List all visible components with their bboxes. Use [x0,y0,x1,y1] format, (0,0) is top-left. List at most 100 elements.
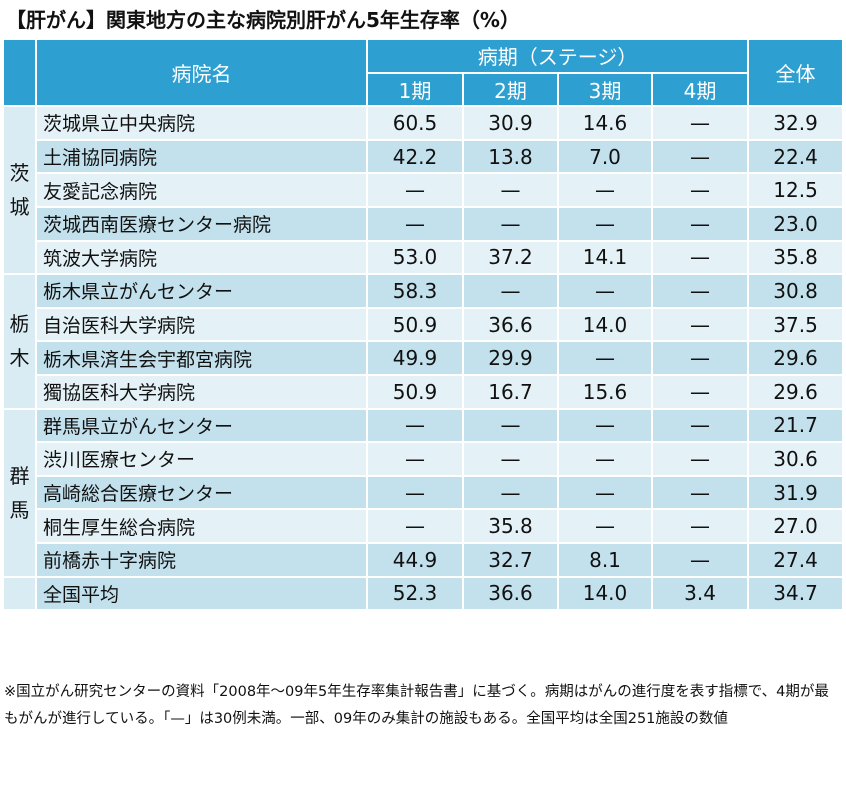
hospital-name: 土浦協同病院 [35,138,368,175]
total-value: 21.7 [747,407,845,444]
total-value: 29.6 [747,340,845,376]
stage-1-value: 60.5 [366,105,464,141]
stage-1-value: — [366,172,464,208]
table-row: 筑波大学病院 53.0 37.2 14.1—35.8 [3,239,845,276]
stage-4-value: — [650,541,750,578]
header-stage-4: 4期 [650,71,750,108]
total-value: 12.5 [747,172,845,208]
stage-4-value: — [650,105,750,141]
prefecture-char: 木 [9,346,30,371]
stage-2-value: — [462,441,559,477]
total-value: 30.8 [747,273,845,309]
stage-4-value: — [650,407,750,444]
prefecture-char: 群 [9,463,30,488]
stage-3-value: 15.6 [557,373,653,410]
stage-3-value: 8.1 [557,541,653,578]
national-average-label: 全国平均 [35,575,368,612]
page-title: 【肝がん】関東地方の主な病院別肝がん5年生存率（%） [6,8,520,32]
stage-2-value: 32.7 [462,541,559,578]
stage-2-value: 35.8 [462,508,559,544]
stage-4-value: — [650,340,750,376]
stage-2-value: — [462,273,559,309]
national-total-value: 34.7 [747,575,845,612]
national-stage-1-value: 52.3 [366,575,464,612]
table-row: 前橋赤十字病院 44.9 32.7 8.1—27.4 [3,541,845,578]
hospital-name: 栃木県立がんセンター [35,273,368,309]
stage-3-value: — [557,273,653,309]
stage-3-value: — [557,205,653,242]
hospital-name: 筑波大学病院 [35,239,368,276]
footnote: ※国立がん研究センターの資料「2008年～09年5年生存率集計報告書」に基づく。… [4,684,829,727]
hospital-name: 茨城県立中央病院 [35,105,368,141]
stage-1-value: — [366,508,464,544]
total-value: 29.6 [747,373,845,410]
prefecture-char: 茨 [9,161,30,186]
prefecture-char: 馬 [9,497,30,522]
hospital-name: 群馬県立がんセンター [35,407,368,444]
header-stage-2: 2期 [462,71,559,108]
table-row: 桐生厚生総合病院 —35.8— —27.0 [3,508,845,544]
stage-2-value: 29.9 [462,340,559,376]
stage-1-value: — [366,205,464,242]
table-row: 土浦協同病院 42.2 13.8 7.0—22.4 [3,138,845,175]
hospital-name: 獨協医科大学病院 [35,373,368,410]
stage-2-value: 16.7 [462,373,559,410]
stage-4-value: — [650,172,750,208]
table-row: 友愛記念病院 — — — —12.5 [3,172,845,208]
stage-1-value: — [366,474,464,511]
hospital-name: 友愛記念病院 [35,172,368,208]
stage-4-value: — [650,273,750,309]
stage-3-value: — [557,508,653,544]
stage-3-value: 14.6 [557,105,653,141]
table-row: 渋川医療センター — — — —30.6 [3,441,845,477]
total-value: 22.4 [747,138,845,175]
stage-1-value: 50.9 [366,373,464,410]
prefecture-label: 茨城 [2,105,37,276]
total-value: 23.0 [747,205,845,242]
national-stage-4-value: 3.4 [650,575,750,612]
table-row: 群馬群馬県立がんセンター — — — —21.7 [2,407,845,578]
total-value: 30.6 [747,441,845,477]
prefecture-char: 城 [9,195,30,220]
total-value: 37.5 [747,306,845,343]
stage-3-value: 14.0 [557,306,653,343]
header-hospital: 病院名 [35,37,368,108]
stage-1-value: 42.2 [366,138,464,175]
table-row: 栃木県済生会宇都宮病院 49.9 29.9— —29.6 [3,340,845,376]
national-stage-3-value: 14.0 [557,575,653,612]
stage-1-value: 49.9 [366,340,464,376]
hospital-name: 桐生厚生総合病院 [35,508,368,544]
prefecture-label: 栃木 [2,273,37,410]
prefecture-label: 群馬 [2,407,37,578]
total-value: 35.8 [747,239,845,276]
table-row: 茨城西南医療センター病院 — — — —23.0 [3,205,845,242]
stage-4-value: — [650,239,750,276]
table-row: 獨協医科大学病院 50.9 16.7 15.6—29.6 [3,373,845,410]
stage-4-value: — [650,508,750,544]
table-row: 茨城茨城県立中央病院 60.5 30.9 14.6—32.9 [2,105,845,276]
stage-3-value: — [557,172,653,208]
stage-4-value: — [650,441,750,477]
table-body: 茨城茨城県立中央病院 60.5 30.9 14.6—32.9 土浦協同病院 42.2 13.… [2,105,845,612]
national-stage-2-value: 36.6 [462,575,559,612]
hospital-name: 栃木県済生会宇都宮病院 [35,340,368,376]
stage-4-value: — [650,306,750,343]
hospital-name: 自治医科大学病院 [35,306,368,343]
national-average-row: 全国平均 52.3 36.6 14.0 3.4 34.7 [2,575,845,612]
total-value: 32.9 [747,105,845,141]
stage-3-value: — [557,407,653,444]
stage-4-value: — [650,474,750,511]
survival-rate-table: 病院名 病期（ステージ） 全体 1期 2期 3期 4期 茨城茨城県立中央病院 60… [2,37,845,612]
stage-1-value: 58.3 [366,273,464,309]
hospital-name: 茨城西南医療センター病院 [35,205,368,242]
stage-2-value: — [462,205,559,242]
stage-4-value: — [650,205,750,242]
prefecture-char: 栃 [9,312,30,337]
stage-2-value: 13.8 [462,138,559,175]
stage-1-value: 50.9 [366,306,464,343]
table-row: 自治医科大学病院 50.9 36.6 14.0—37.5 [3,306,845,343]
stage-1-value: — [366,407,464,444]
hospital-name: 高崎総合医療センター [35,474,368,511]
stage-3-value: — [557,340,653,376]
header-total: 全体 [747,37,845,108]
